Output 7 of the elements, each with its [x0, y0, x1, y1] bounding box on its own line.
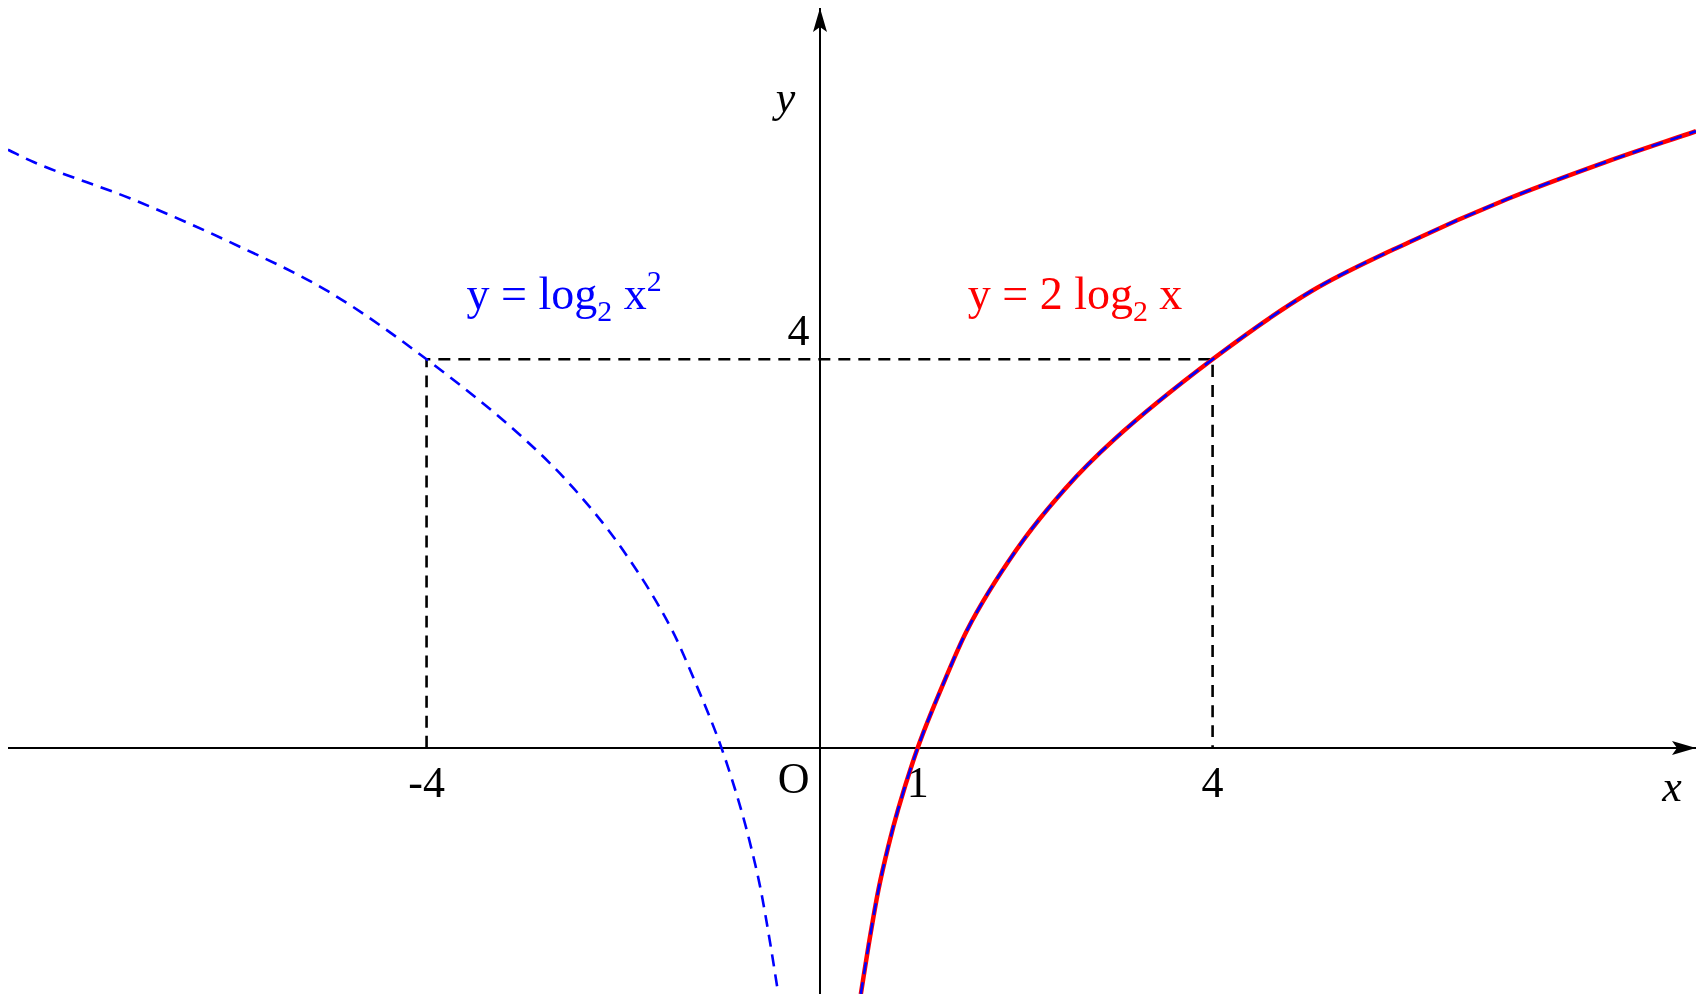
x-tick-label: 4 — [1201, 758, 1224, 808]
x-tick-label: 1 — [906, 758, 929, 808]
x-tick-label: -4 — [408, 758, 445, 808]
annotation: O — [777, 754, 810, 804]
annotation: 4 — [787, 305, 810, 355]
x-axis-title: x — [1661, 762, 1683, 812]
y-axis-title: y — [771, 72, 796, 122]
